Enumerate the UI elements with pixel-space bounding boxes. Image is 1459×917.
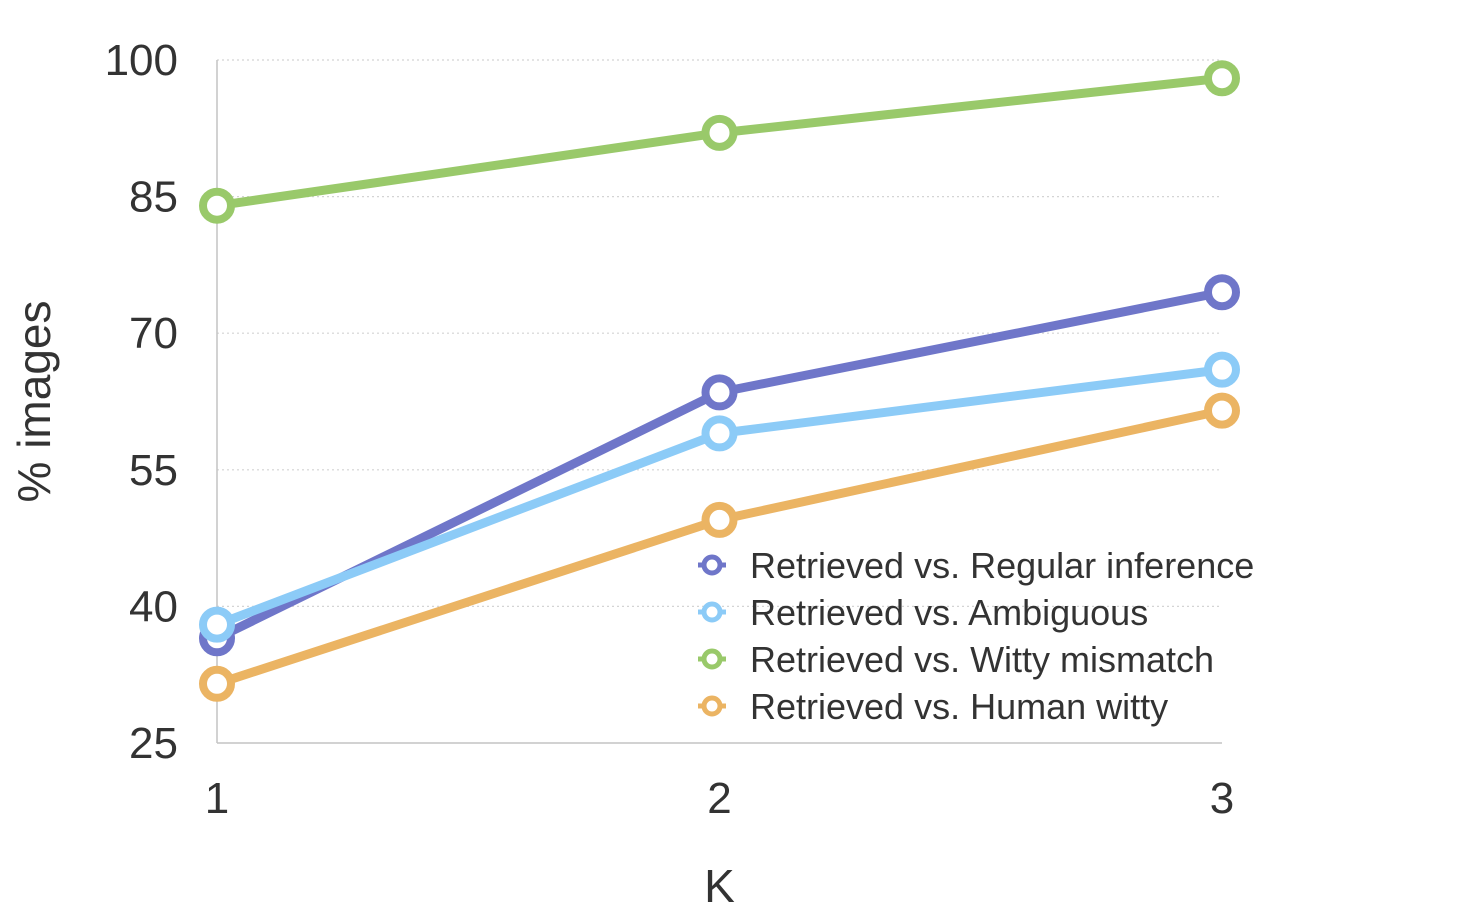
legend-marker: [701, 601, 723, 623]
data-point: [701, 501, 738, 538]
y-tick-label: 55: [129, 446, 178, 495]
legend-label: Retrieved vs. Regular inference: [750, 545, 1254, 586]
series-group: [199, 60, 1240, 224]
y-tick-label: 85: [129, 173, 178, 222]
x-tick-label: 3: [1210, 774, 1234, 823]
data-point: [701, 374, 738, 411]
legend-item: Retrieved vs. Regular inference: [698, 545, 1254, 586]
data-point: [1204, 351, 1240, 388]
data-point: [199, 187, 235, 224]
legend-label: Retrieved vs. Ambiguous: [750, 592, 1148, 633]
data-point: [199, 606, 235, 643]
x-axis-title: K: [704, 860, 735, 912]
y-tick-label: 100: [105, 36, 178, 85]
x-tick-label: 2: [707, 774, 731, 823]
y-tick-label: 40: [129, 582, 178, 631]
legend: Retrieved vs. Regular inference Retrieved…: [698, 545, 1254, 727]
data-point: [199, 665, 235, 702]
legend-marker: [701, 554, 723, 576]
y-tick-labels: 25 40 55 70 85 100: [105, 36, 178, 768]
y-tick-label: 25: [129, 719, 178, 768]
legend-label: Retrieved vs. Human witty: [750, 686, 1168, 727]
x-tick-labels: 1 2 3: [205, 774, 1234, 823]
legend-marker: [701, 648, 723, 670]
data-point: [701, 415, 738, 452]
y-axis-title: % images: [8, 301, 60, 503]
legend-item: Retrieved vs. Human witty: [698, 686, 1168, 727]
series-group: [199, 392, 1240, 702]
series: [199, 60, 1240, 702]
data-point: [1204, 60, 1240, 97]
x-tick-label: 1: [205, 774, 229, 823]
data-point: [701, 114, 738, 151]
legend-item: Retrieved vs. Ambiguous: [698, 592, 1148, 633]
legend-item: Retrieved vs. Witty mismatch: [698, 639, 1214, 680]
legend-marker: [701, 695, 723, 717]
data-point: [1204, 392, 1240, 429]
series-line: [212, 287, 1227, 643]
y-tick-label: 70: [129, 309, 178, 358]
series-group: [199, 351, 1240, 643]
legend-label: Retrieved vs. Witty mismatch: [750, 639, 1214, 680]
data-point: [1204, 274, 1240, 311]
